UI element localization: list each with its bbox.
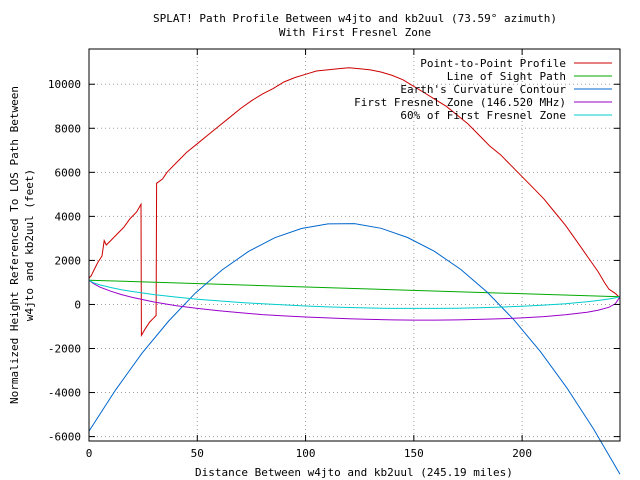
x-tick-label: 150: [404, 447, 424, 460]
y-tick-label: -4000: [48, 387, 81, 400]
legend-label-2: Line of Sight Path: [447, 70, 566, 83]
x-tick-label: 0: [86, 447, 93, 460]
y-tick-label: 10000: [48, 78, 81, 91]
x-tick-label: 50: [191, 447, 204, 460]
x-tick-label: 100: [296, 447, 316, 460]
series-line-3: [88, 223, 621, 475]
chart-title: SPLAT! Path Profile Between w4jto and kb…: [153, 12, 557, 25]
series-line-1: [88, 67, 621, 338]
y-axis-label-line-2: w4jto and kb2uul (feet): [23, 169, 36, 321]
y-tick-label: -2000: [48, 343, 81, 356]
legend-label-5: 60% of First Fresnel Zone: [400, 109, 566, 122]
y-tick-label: 6000: [55, 166, 82, 179]
y-tick-label: 2000: [55, 254, 82, 267]
y-tick-label: 0: [74, 298, 81, 311]
series-line-4: [88, 279, 621, 321]
legend-label-1: Point-to-Point Profile: [420, 57, 566, 70]
x-axis-label: Distance Between w4jto and kb2uul (245.1…: [195, 466, 513, 479]
y-tick-label: 8000: [55, 122, 82, 135]
axis-ticks: 0 50 100 150 200 -6000 -4000 -2000 0 2000 4000 6000…: [48, 49, 620, 460]
plot-frame: [88, 48, 621, 442]
plot-series: [88, 67, 621, 475]
series-line-5: [88, 279, 621, 309]
series-line-2: [88, 279, 621, 298]
y-axis-label-line-1: Normalized Height Referenced To LOS Path…: [8, 86, 21, 404]
y-tick-label: 4000: [55, 210, 82, 223]
x-tick-label: 200: [512, 447, 532, 460]
legend-label-4: First Fresnel Zone (146.520 MHz): [354, 96, 566, 109]
chart-subtitle: With First Fresnel Zone: [279, 26, 431, 39]
legend-label-3: Earth's Curvature Contour: [400, 83, 566, 96]
y-tick-label: -6000: [48, 431, 81, 444]
